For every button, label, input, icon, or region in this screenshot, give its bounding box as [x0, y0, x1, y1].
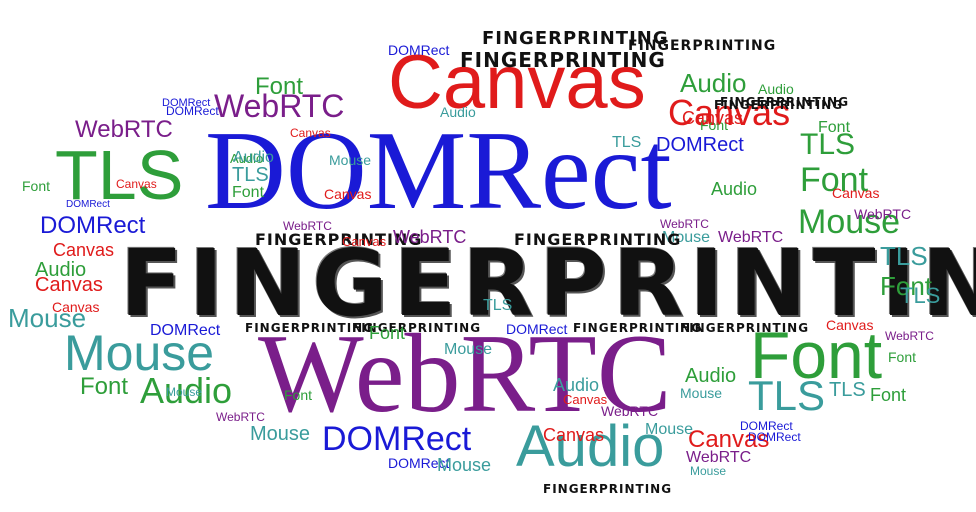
word-tls-37: TLS	[232, 164, 269, 186]
word-domrect-97: DOMRect	[166, 104, 219, 118]
word-canvas-38: Canvas	[324, 186, 372, 202]
word-webrtc-59: WebRTC	[393, 227, 467, 247]
word-audio-39: Audio	[711, 179, 758, 199]
word-canvas-35: Canvas	[682, 108, 744, 128]
word-domrect-1: DOMRect	[205, 109, 672, 233]
word-mouse-13: Mouse	[798, 203, 901, 241]
word-canvas-82: Canvas	[688, 426, 770, 453]
word-font-98: Font	[284, 387, 313, 403]
word-webrtc-15: WebRTC	[214, 88, 345, 124]
word-webrtc-81: WebRTC	[601, 403, 659, 419]
word-fingerprinting-56: FINGERPRINTING	[714, 98, 844, 112]
word-domrect-90: DOMRect	[66, 199, 110, 210]
word-mouse-70: Mouse	[437, 455, 492, 475]
word-fingerprinting-55: FINGERPRINTING	[680, 321, 810, 335]
word-domrect-9: DOMRect	[322, 420, 472, 458]
word-fingerprinting-54: FINGERPRINTING	[573, 321, 703, 335]
word-canvas-75: Canvas	[826, 317, 874, 333]
word-webrtc-2: WebRTC	[258, 312, 672, 436]
word-fingerprinting-51: FINGERPRINTING	[514, 230, 682, 249]
word-fingerprinting-49: FINGERPRINTING	[628, 38, 777, 54]
word-canvas-58: Canvas	[832, 185, 880, 201]
word-audio-69: Audio	[553, 375, 600, 395]
word-webrtc-86: WebRTC	[283, 219, 332, 233]
word-webrtc-46: WebRTC	[854, 206, 912, 222]
word-webrtc-95: WebRTC	[660, 217, 709, 231]
word-tls-14: TLS	[800, 128, 856, 161]
word-domrect-27: DOMRect	[656, 134, 744, 156]
word-mouse-78: Mouse	[645, 421, 694, 438]
word-font-83: Font	[870, 385, 907, 405]
word-canvas-40: Canvas	[53, 240, 115, 260]
word-webrtc-80: WebRTC	[686, 449, 752, 466]
word-tls-61: TLS	[483, 297, 513, 314]
word-font-5: Font	[750, 318, 883, 392]
word-font-19: Font	[80, 373, 129, 400]
word-tls-8: TLS	[748, 372, 826, 419]
word-font-60: Font	[232, 184, 265, 201]
word-mouse-87: Mouse	[166, 385, 203, 399]
word-fingerprinting-30: FINGERPRINTING	[720, 95, 850, 109]
word-canvas-65: Canvas	[342, 234, 387, 249]
word-canvas-45: Canvas	[52, 299, 100, 315]
word-mouse-64: Mouse	[444, 341, 493, 358]
word-font-34: Font	[700, 117, 729, 133]
word-mouse-36: Mouse	[329, 152, 372, 168]
word-domrect-63: DOMRect	[388, 455, 450, 471]
word-font-44: Font	[818, 119, 851, 136]
word-audio-28: Audio	[230, 151, 264, 166]
word-canvas-94: Canvas	[290, 126, 331, 140]
word-fingerprinting-25: FINGERPRINTING	[460, 48, 666, 72]
word-tls-33: TLS	[612, 134, 642, 151]
word-domrect-62: DOMRect	[506, 321, 568, 337]
word-webrtc-73: WebRTC	[216, 410, 265, 424]
word-audio-10: Audio	[140, 370, 233, 411]
word-audio-71: Audio	[685, 365, 737, 387]
word-canvas-31: Canvas	[116, 177, 157, 191]
word-fingerprinting-24: FINGERPRINTING	[482, 28, 669, 49]
word-fingerprinting-53: FINGERPRINTING	[352, 321, 482, 335]
word-mouse-18: Mouse	[8, 303, 87, 333]
word-webrtc-76: WebRTC	[885, 329, 934, 343]
word-audio-7: Audio	[516, 414, 665, 479]
word-canvas-72: Canvas	[563, 392, 608, 407]
word-audio-93: Audio	[35, 259, 87, 281]
word-canvas-11: Canvas	[668, 92, 791, 133]
word-fingerprinting-50: FINGERPRINTING	[255, 230, 423, 249]
word-fingerprinting-0: FINGERPRINTING	[120, 230, 976, 337]
word-tls-21: TLS	[880, 241, 928, 271]
word-domrect-57: DOMRect	[150, 322, 221, 339]
word-tls-47: TLS	[900, 283, 941, 308]
word-domrect-26: DOMRect	[388, 42, 450, 58]
word-audio-32: Audio	[440, 104, 476, 120]
word-mouse-74: Mouse	[680, 385, 723, 401]
word-canvas-41: Canvas	[35, 274, 103, 296]
word-mouse-6: Mouse	[64, 325, 215, 381]
word-font-12: Font	[800, 161, 869, 199]
word-font-43: Font	[22, 178, 51, 194]
word-domrect-89: DOMRect	[162, 97, 211, 109]
word-audio-92: Audio	[233, 149, 274, 166]
word-fingerprinting-52: FINGERPRINTING	[245, 321, 375, 335]
word-audio-29: Audio	[758, 81, 794, 97]
word-audio-20: Audio	[680, 68, 747, 98]
word-canvas-3: Canvas	[388, 40, 646, 125]
word-tls-77: TLS	[829, 379, 866, 401]
word-tls-4: TLS	[55, 136, 184, 214]
word-canvas-91: Canvas	[543, 425, 605, 445]
word-mouse-42: Mouse	[662, 229, 711, 246]
word-mouse-68: Mouse	[250, 423, 311, 445]
word-font-48: Font	[888, 349, 917, 365]
word-webrtc-66: WebRTC	[718, 229, 784, 246]
word-font-67: Font	[369, 323, 406, 343]
word-font-23: Font	[255, 73, 304, 100]
word-domrect-17: DOMRect	[40, 212, 146, 239]
word-domrect-84: DOMRect	[748, 430, 801, 444]
word-mouse-85: Mouse	[690, 464, 727, 478]
word-domrect-79: DOMRect	[740, 419, 793, 433]
word-fingerprinting-88: FINGERPRINTING	[543, 482, 673, 496]
word-webrtc-16: WebRTC	[75, 116, 173, 143]
word-font-22: Font	[880, 271, 933, 301]
